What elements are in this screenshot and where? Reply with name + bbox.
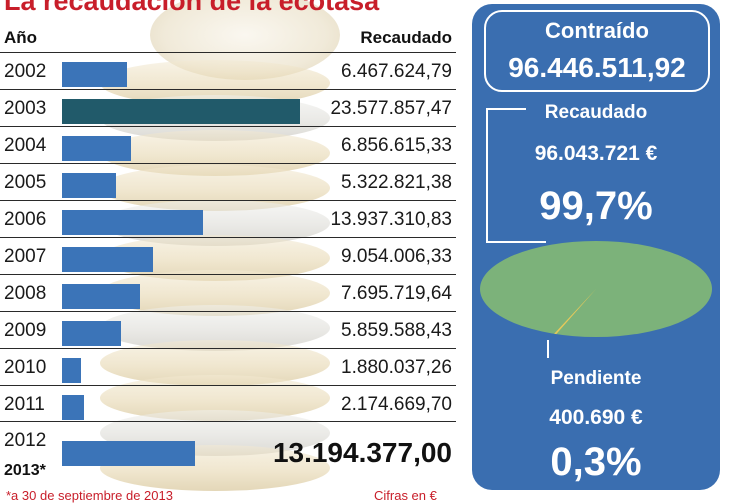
row-year: 2012 — [4, 430, 47, 451]
row-value: 2.174.669,70 — [341, 394, 452, 415]
row-value: 13.194.377,00 — [272, 437, 452, 468]
row-value: 6.467.624,79 — [341, 61, 452, 82]
table-row-2010: 2010 1.880.037,26 — [0, 348, 456, 386]
row-year: 2005 — [4, 172, 47, 193]
bar-2009 — [62, 321, 121, 346]
table-row-2004: 2004 6.856.615,33 — [0, 126, 456, 164]
row-value: 23.577.857,47 — [330, 98, 452, 119]
bar-2003 — [62, 99, 300, 124]
bar-2006 — [62, 210, 203, 235]
table-row-2008: 2008 7.695.719,64 — [0, 274, 456, 312]
row-year: 2009 — [4, 320, 47, 341]
row-value: 5.859.588,43 — [341, 320, 452, 341]
collected-value: 96.043.721 € — [534, 142, 658, 165]
contracted-box: Contraído 96.446.511,92 — [484, 10, 710, 92]
row-year: 2007 — [4, 246, 47, 267]
row-value: 5.322.821,38 — [341, 172, 452, 193]
bar-2007 — [62, 247, 153, 272]
row-year-note: 2013* — [4, 462, 46, 479]
row-year: 2003 — [4, 98, 47, 119]
row-year: 2002 — [4, 61, 47, 82]
bar-2005 — [62, 173, 116, 198]
coin-stack-illustration — [60, 0, 360, 500]
row-value: 6.856.615,33 — [341, 135, 452, 156]
bar-2010 — [62, 358, 81, 383]
year-column-header: Año — [4, 28, 38, 47]
collected-percent: 99,7% — [539, 184, 653, 228]
table-row-2011: 2011 2.174.669,70 — [0, 385, 456, 423]
row-year: 2008 — [4, 283, 47, 304]
row-year: 2011 — [4, 394, 45, 415]
collected-column-header: Recaudado — [360, 28, 452, 47]
table-row-2006: 2006 13.937.310,83 — [0, 200, 456, 238]
collected-label: Recaudado — [472, 102, 720, 124]
table-row-2007: 2007 9.054.006,33 — [0, 237, 456, 275]
row-value: 1.880.037,26 — [341, 357, 452, 378]
bracket-line — [486, 241, 546, 243]
pending-label: Pendiente — [550, 368, 642, 389]
bar-2002 — [62, 62, 127, 87]
collection-pie-chart — [480, 241, 712, 358]
pending-percent: 0,3% — [550, 440, 642, 484]
row-value: 9.054.006,33 — [341, 246, 452, 267]
bar-table: 2002 6.467.624,79 2003 23.577.857,47 2004 6.8… — [0, 52, 456, 423]
table-row-2002: 2002 6.467.624,79 — [0, 52, 456, 90]
table-row-2003: 2003 23.577.857,47 — [0, 89, 456, 127]
bar-2011 — [62, 395, 84, 420]
pie-slice-pending — [554, 289, 596, 335]
table-row-2012-2013: 2012 2013* 13.194.377,00 — [0, 421, 456, 484]
pending-value: 400.690 € — [549, 406, 643, 429]
bar-2004 — [62, 136, 131, 161]
contracted-label: Contraído — [545, 18, 649, 43]
bar-2012-2013 — [62, 441, 195, 466]
row-value: 13.937.310,83 — [330, 209, 452, 230]
row-year: 2004 — [4, 135, 47, 156]
table-row-2009: 2009 5.859.588,43 — [0, 311, 456, 349]
contracted-value: 96.446.511,92 — [508, 52, 686, 83]
bar-2008 — [62, 284, 140, 309]
row-year: 2006 — [4, 209, 47, 230]
footnote: *a 30 de septiembre de 2013 — [6, 488, 173, 503]
chart-title: La recaudación de la ecotasa — [4, 0, 380, 16]
table-row-2005: 2005 5.322.821,38 — [0, 163, 456, 201]
row-value: 7.695.719,64 — [341, 283, 452, 304]
bracket-line — [486, 108, 526, 110]
bracket-line — [486, 108, 488, 243]
units-note: Cifras en € — [374, 488, 437, 503]
row-year: 2010 — [4, 357, 47, 378]
